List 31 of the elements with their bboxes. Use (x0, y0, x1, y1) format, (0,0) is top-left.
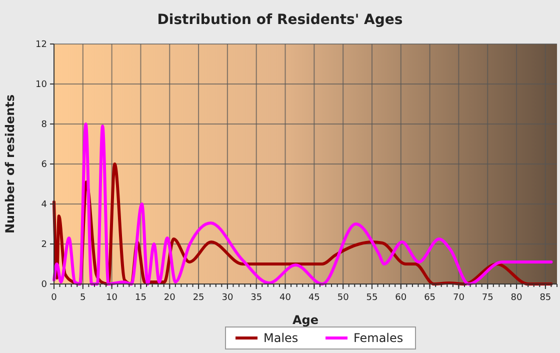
x-tick-label: 75 (482, 293, 494, 303)
x-tick-label: 5 (80, 293, 86, 303)
legend-label: Males (264, 331, 298, 345)
chart-title: Distribution of Residents' Ages (157, 12, 403, 28)
x-tick-label: 30 (222, 293, 234, 303)
x-tick-label: 85 (540, 293, 552, 303)
y-tick-label: 4 (41, 200, 48, 210)
line-series (52, 122, 553, 286)
y-tick-label: 10 (36, 80, 48, 90)
y-tick-label: 6 (41, 160, 48, 170)
x-tick-label: 10 (106, 293, 118, 303)
x-tick-label: 40 (280, 293, 292, 303)
y-tick-label: 12 (36, 40, 47, 50)
x-tick-label: 55 (366, 293, 378, 303)
y-tick-label: 0 (41, 280, 48, 290)
x-tick-label: 25 (192, 293, 204, 303)
x-tick-label: 15 (135, 293, 146, 303)
x-tick-label: 80 (510, 293, 523, 303)
y-axis-title: Number of residents (3, 94, 17, 234)
x-tick-label: 70 (452, 293, 465, 303)
x-tick-label: 65 (424, 293, 436, 303)
legend-label: Females (354, 331, 404, 345)
x-tick-label: 45 (308, 293, 320, 303)
x-tick-label: 50 (337, 293, 350, 303)
x-axis-title: Age (292, 313, 319, 327)
x-tick-label: 60 (395, 293, 407, 303)
x-tick-label: 20 (164, 293, 176, 303)
y-tick-label: 8 (41, 120, 48, 130)
x-tick-label: 0 (51, 293, 58, 303)
y-tick-label: 2 (41, 240, 47, 250)
x-tick-label: 35 (250, 293, 262, 303)
